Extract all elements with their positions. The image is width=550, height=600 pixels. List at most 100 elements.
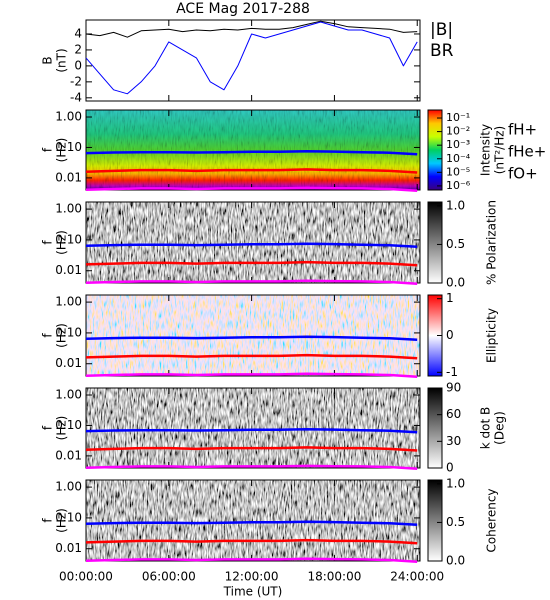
y-tick-label: 0.10 bbox=[55, 510, 82, 524]
series-line bbox=[85, 557, 418, 563]
y-tick-label: 0.10 bbox=[55, 418, 82, 432]
y-axis-label: (nT) bbox=[55, 48, 69, 72]
colorbar bbox=[427, 387, 443, 469]
colorbar-tick-label: 90 bbox=[446, 381, 461, 395]
colorbar-tick-label: 0 bbox=[446, 328, 454, 342]
y-tick-label: 1.00 bbox=[55, 110, 82, 124]
chart-title: ACE Mag 2017-288 bbox=[176, 1, 310, 17]
legend-label: |B| bbox=[430, 20, 453, 40]
series-line bbox=[85, 279, 418, 285]
colorbar-tick-label: 1 bbox=[446, 291, 454, 305]
plot-frame bbox=[85, 294, 421, 377]
colorbar-tick-label: 60 bbox=[446, 407, 461, 421]
colorbar-label: Coherency bbox=[485, 488, 499, 552]
colorbar-tick-label: 0.0 bbox=[446, 276, 465, 290]
series-line bbox=[85, 186, 418, 192]
y-tick-label: 0.01 bbox=[55, 541, 82, 555]
colorbar bbox=[427, 201, 443, 284]
series-line bbox=[85, 538, 418, 545]
series-line bbox=[85, 242, 418, 249]
colorbar-tick-label: 0.5 bbox=[446, 515, 465, 529]
y-tick-label: 0.10 bbox=[55, 232, 82, 246]
series-line bbox=[85, 168, 418, 174]
y-tick-label: 0.01 bbox=[55, 170, 82, 184]
colorbar-tick-label: 10⁻⁵ bbox=[446, 165, 470, 178]
y-tick-label: 0.01 bbox=[55, 263, 82, 277]
colorbar-tick-label: 10⁻⁴ bbox=[446, 152, 471, 165]
colorbar-label: k dot B bbox=[479, 407, 493, 449]
y-tick-label: 1.00 bbox=[55, 388, 82, 402]
colorbar-label: % Polarization bbox=[485, 200, 499, 285]
y-axis-label: f bbox=[41, 147, 55, 152]
y-axis-label: (Hz) bbox=[55, 508, 69, 533]
y-axis-label: f bbox=[41, 333, 55, 338]
y-axis-label: (Hz) bbox=[55, 138, 69, 163]
legend-label: BR bbox=[430, 41, 454, 61]
colorbar-tick-label: 10⁻² bbox=[446, 125, 470, 138]
y-axis-label: f bbox=[41, 518, 55, 523]
y-tick-label: 0.10 bbox=[55, 325, 82, 339]
plot-frame bbox=[85, 109, 421, 191]
colorbar-tick-label: 10⁻⁶ bbox=[446, 179, 471, 192]
y-tick-label: 0.01 bbox=[55, 356, 82, 370]
y-tick-label: 1.00 bbox=[55, 480, 82, 494]
series-line bbox=[85, 20, 418, 38]
colorbar-label: Ellipticity bbox=[485, 308, 499, 363]
y-tick-label: -4 bbox=[70, 90, 82, 104]
colorbar-tick-label: 30 bbox=[446, 434, 461, 448]
spectrogram-texture bbox=[86, 295, 420, 376]
series-line bbox=[85, 260, 418, 267]
series-line bbox=[85, 464, 418, 470]
series-line bbox=[85, 372, 418, 378]
legend-label: fO+ bbox=[508, 165, 538, 183]
colorbar-tick-label: 0.5 bbox=[446, 237, 465, 251]
x-tick-label: 24:00:00 bbox=[390, 570, 444, 584]
x-tick-label: 06:00:00 bbox=[142, 570, 196, 584]
spectrogram-texture bbox=[86, 110, 420, 190]
legend-label: fH+ bbox=[508, 121, 537, 139]
series-line bbox=[85, 353, 418, 360]
spectrogram bbox=[86, 388, 420, 468]
colorbar-label: Intensity bbox=[479, 124, 493, 176]
colorbar-tick-label: 0.0 bbox=[446, 554, 465, 568]
series-line bbox=[85, 446, 418, 452]
y-tick-label: -2 bbox=[70, 74, 82, 88]
spectrogram bbox=[86, 480, 420, 561]
colorbar-label: (nT²/Hz) bbox=[493, 126, 507, 174]
x-tick-label: 18:00:00 bbox=[307, 570, 361, 584]
legend-label: fHe+ bbox=[508, 143, 546, 161]
colorbar-label: (Deg) bbox=[493, 411, 507, 445]
y-axis-label: (Hz) bbox=[55, 323, 69, 348]
y-tick-label: 2 bbox=[74, 42, 82, 56]
colorbar-tick-label: 10⁻³ bbox=[446, 138, 470, 151]
plot-frame bbox=[85, 201, 421, 284]
series-line bbox=[85, 428, 418, 434]
colorbar-tick-label: 0 bbox=[446, 461, 454, 475]
y-tick-label: 1.00 bbox=[55, 295, 82, 309]
y-tick-label: 1.00 bbox=[55, 202, 82, 216]
colorbar-tick-label: 1.0 bbox=[446, 198, 465, 212]
y-tick-label: 0 bbox=[74, 58, 82, 72]
colorbar bbox=[427, 479, 443, 562]
y-axis-label: (Hz) bbox=[55, 230, 69, 255]
series-line bbox=[85, 520, 418, 527]
series-line bbox=[85, 21, 418, 95]
y-axis-label: f bbox=[41, 240, 55, 245]
y-axis-label: f bbox=[41, 425, 55, 430]
plot-frame bbox=[85, 19, 421, 102]
series-line bbox=[85, 150, 418, 156]
colorbar-tick-label: -1 bbox=[446, 365, 458, 379]
spectrogram bbox=[86, 202, 420, 283]
colorbar-tick-label: 10⁻¹ bbox=[446, 111, 470, 124]
y-axis-label: (Hz) bbox=[55, 416, 69, 441]
colorbar-tick-label: 1.0 bbox=[446, 476, 465, 490]
y-axis-label: B bbox=[41, 56, 55, 64]
x-axis-label: Time (UT) bbox=[223, 585, 283, 599]
plot-frame bbox=[85, 479, 421, 562]
colorbar bbox=[427, 109, 443, 191]
series-line bbox=[85, 335, 418, 342]
y-tick-label: 0.10 bbox=[55, 140, 82, 154]
x-tick-label: 00:00:00 bbox=[59, 570, 113, 584]
x-tick-label: 12:00:00 bbox=[225, 570, 279, 584]
